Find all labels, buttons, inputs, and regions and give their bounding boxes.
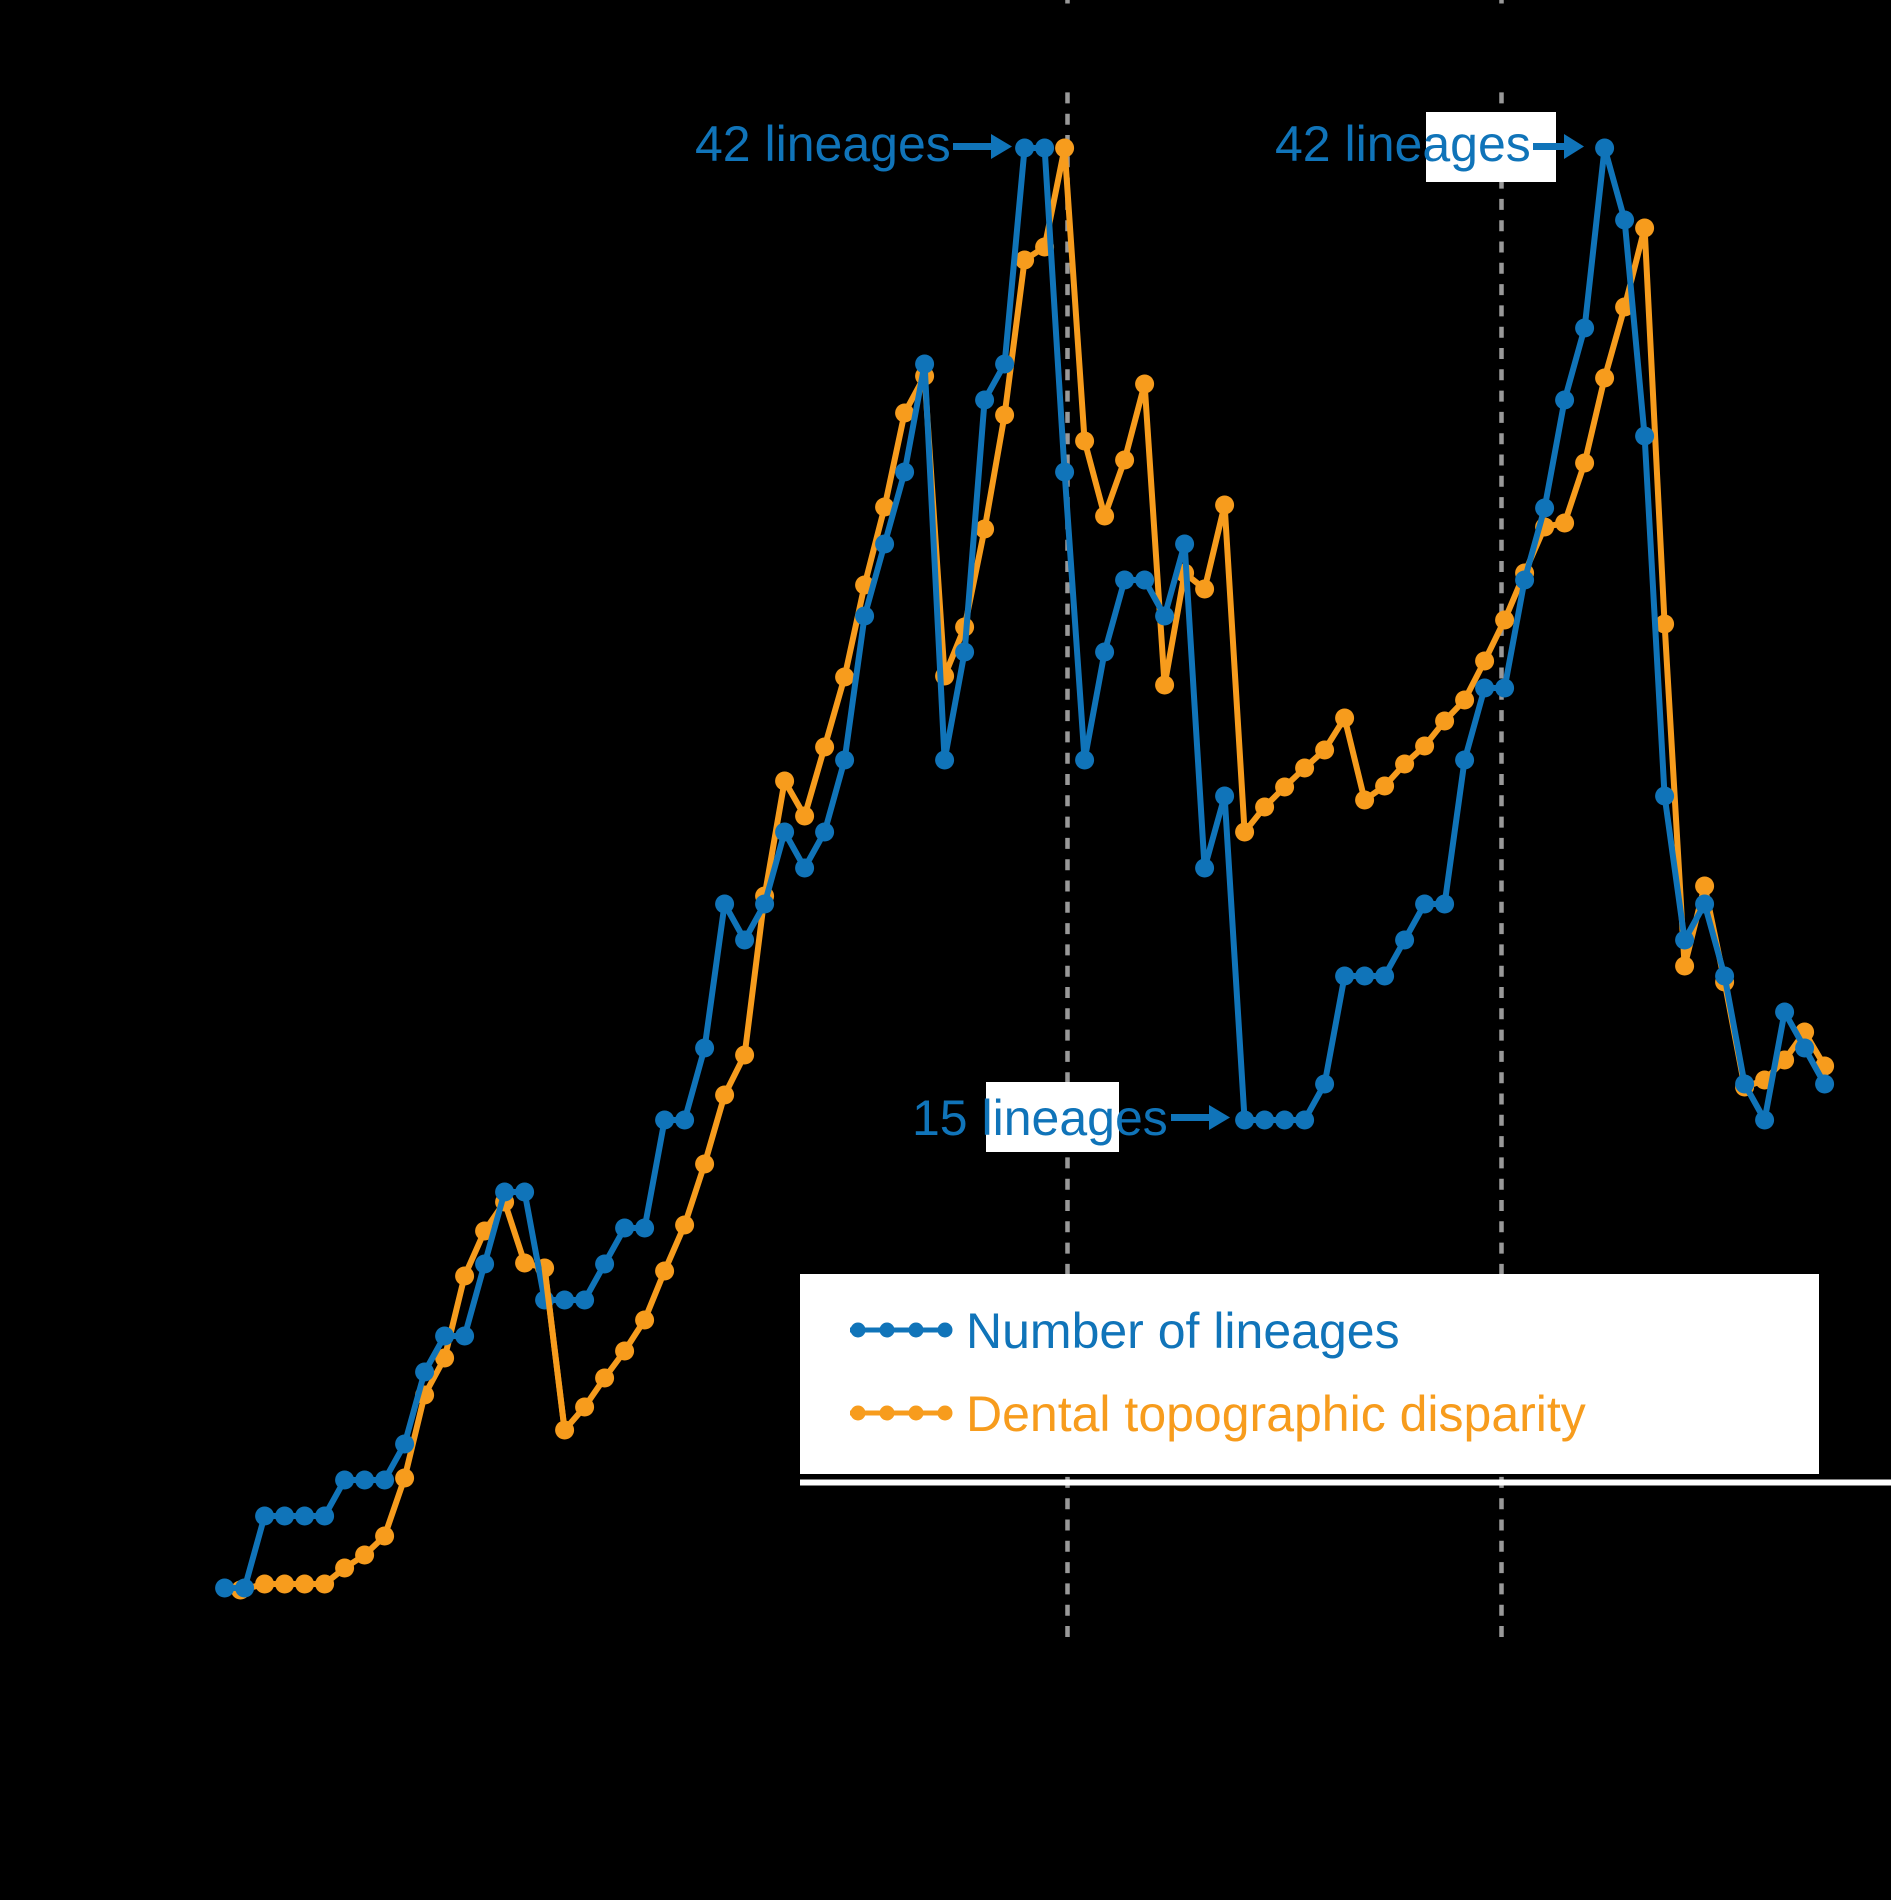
svg-text:15 lineages: 15 lineages — [912, 1090, 1168, 1146]
svg-text:Number of lineages: Number of lineages — [966, 1303, 1400, 1359]
svg-text:42 lineages: 42 lineages — [695, 116, 951, 172]
svg-text:42 lineages: 42 lineages — [1275, 116, 1531, 172]
svg-text:Dental topographic disparity: Dental topographic disparity — [966, 1386, 1586, 1442]
